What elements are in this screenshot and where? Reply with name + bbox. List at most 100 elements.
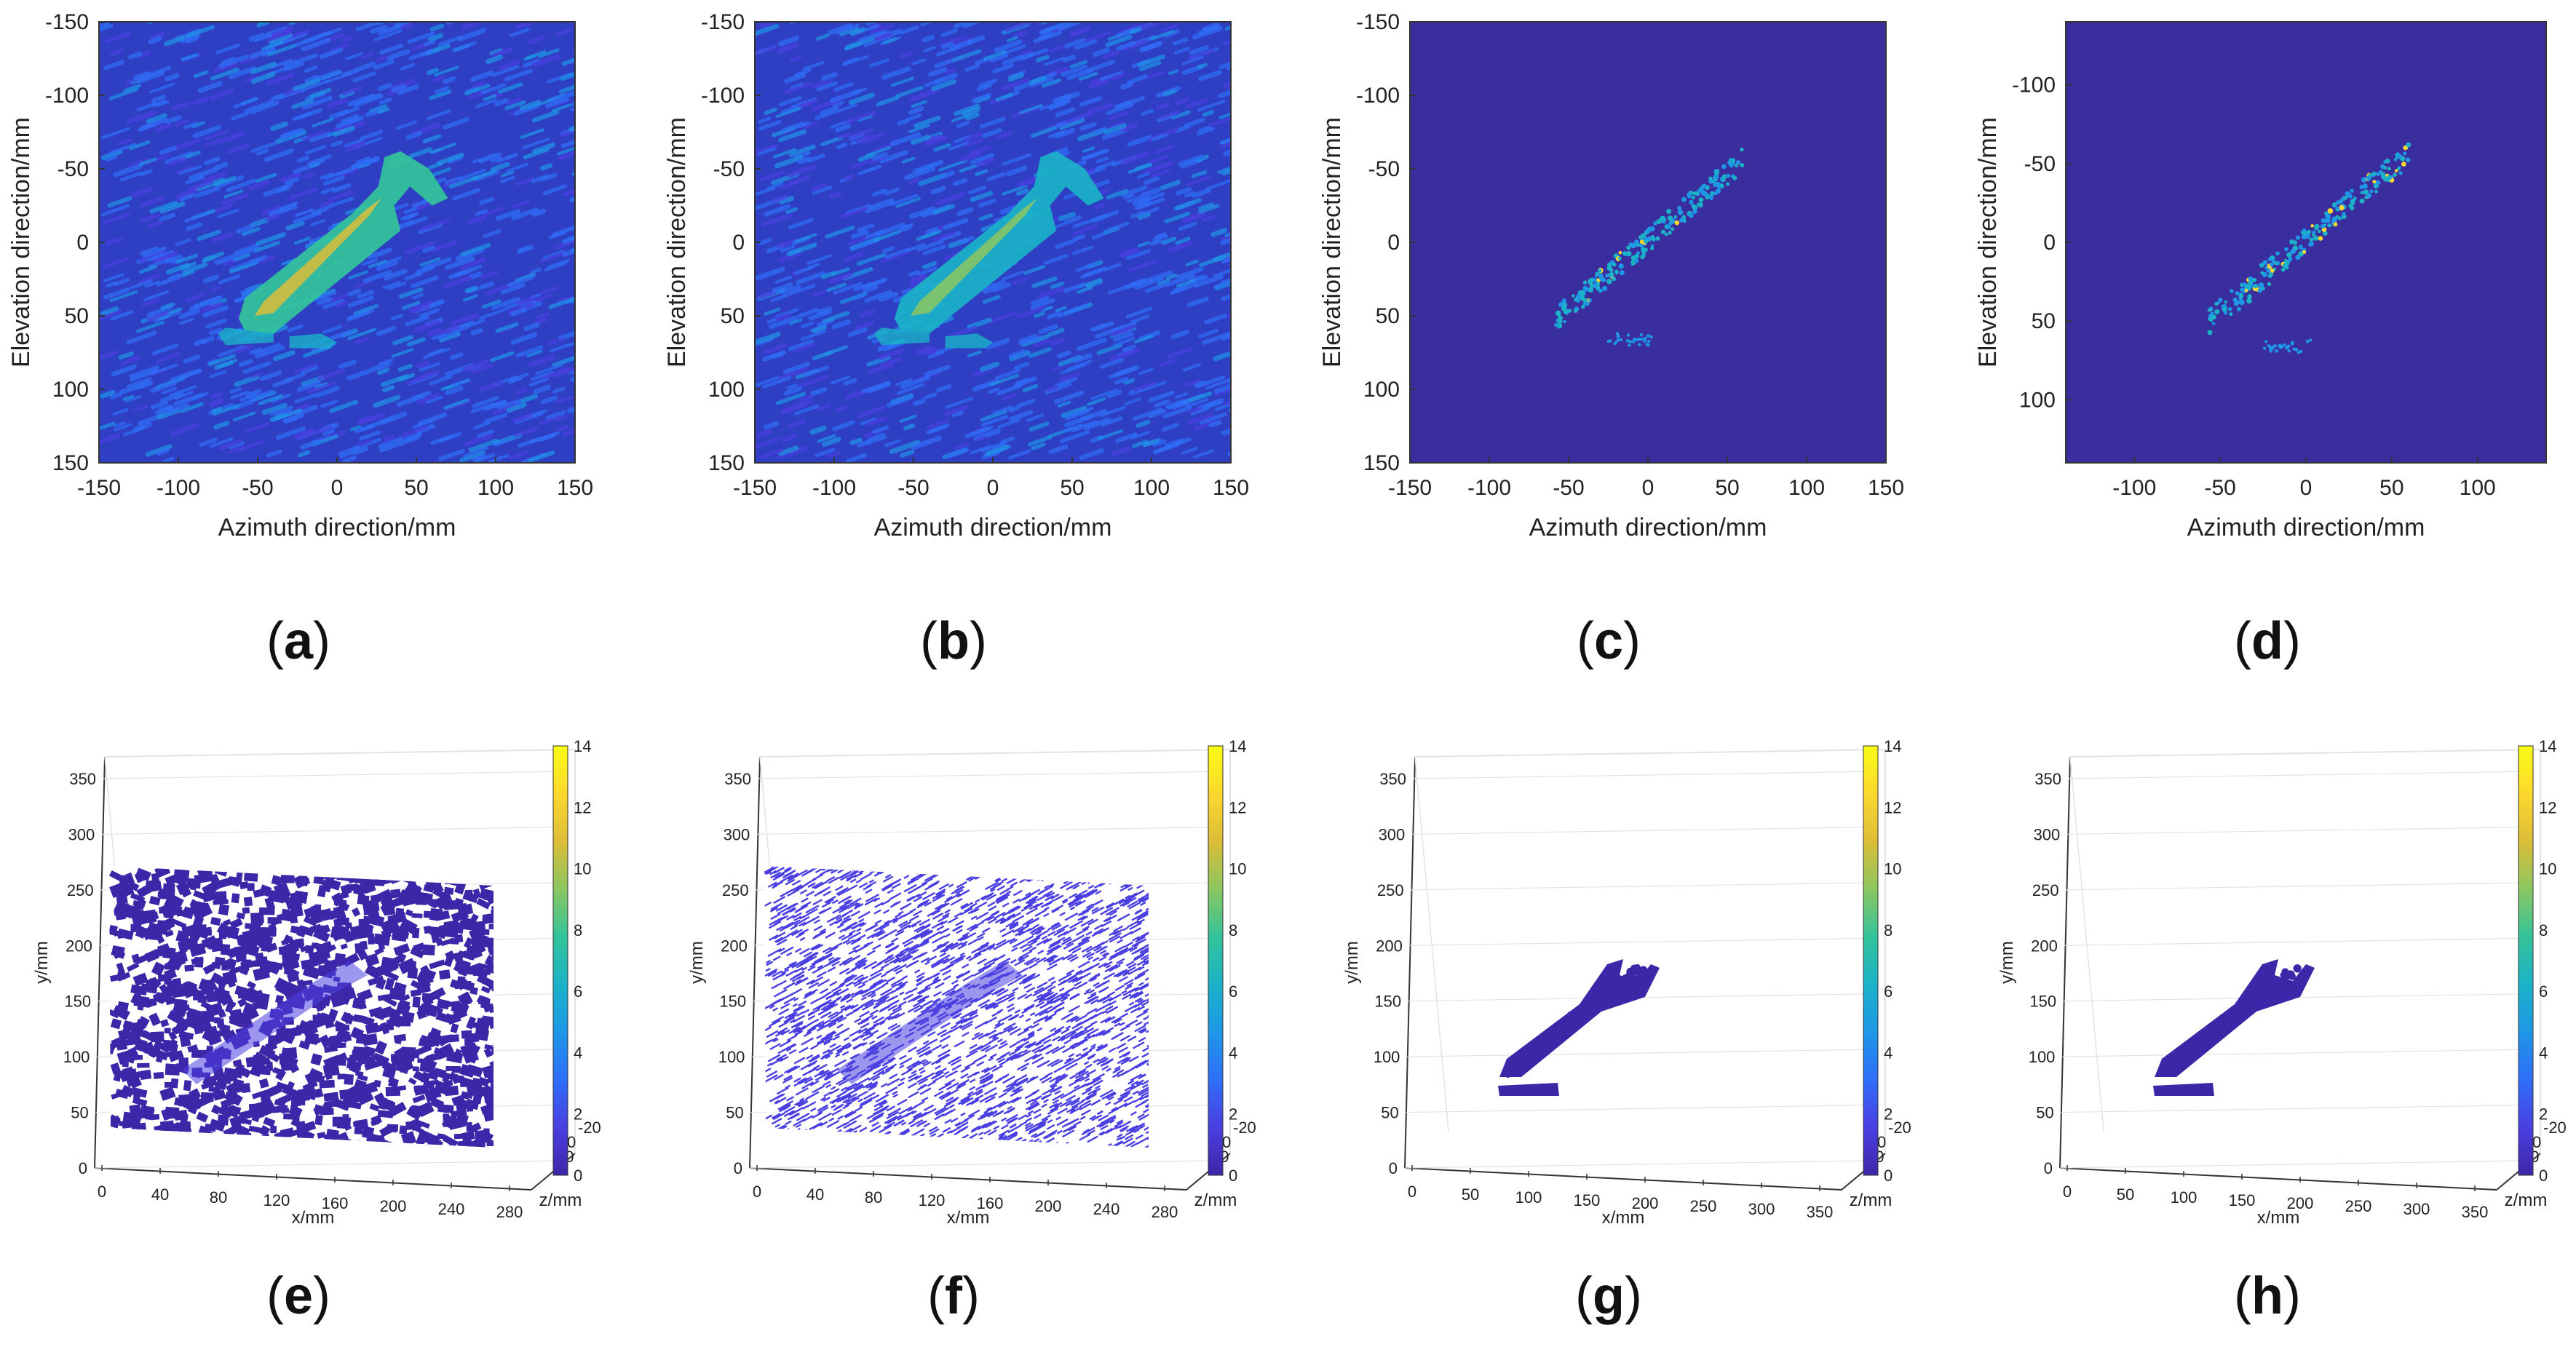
y-grid-line (1404, 1160, 1871, 1169)
y-tick-label: -100 (1356, 84, 1400, 108)
colorbar-tick-label: 6 (1229, 982, 1237, 1001)
y-tick-label: 300 (724, 825, 750, 843)
x-tick-label: -100 (156, 476, 200, 500)
x-tick-label: 0 (1408, 1183, 1416, 1201)
x-tick-label: -50 (2204, 476, 2235, 500)
x-tick-label: 250 (1690, 1197, 1717, 1215)
y-tick-label: 0 (732, 231, 745, 255)
x-tick-label: 280 (1152, 1203, 1178, 1221)
y-tick-label: 150 (2029, 993, 2056, 1011)
y-tick-label: 0 (1387, 231, 1400, 255)
y-grid-line (2062, 1049, 2529, 1057)
y-axis-line (94, 756, 106, 1169)
back-edge (2069, 756, 2104, 1132)
x-tick-label: -50 (242, 476, 273, 500)
y-axis-label: y/mm (1342, 941, 1362, 984)
y-tick-label: 50 (726, 1104, 743, 1122)
y-tick-label: 0 (2044, 1159, 2053, 1177)
panel-caption: (b) (920, 612, 987, 670)
x-tick-label: -50 (1553, 476, 1584, 500)
x-axis-label: x/mm (2257, 1208, 2300, 1228)
y-axis-label: Elevation direction/mm (663, 117, 691, 367)
x-tick-label: 40 (807, 1185, 824, 1204)
y-axis-line (749, 756, 761, 1169)
x-tick-label: 120 (263, 1191, 290, 1209)
x-tick-label: 0 (98, 1183, 106, 1201)
wrench-echo-cloud (2153, 1083, 2214, 1096)
z-tick-label: 0 (1877, 1133, 1886, 1151)
y-tick-label: 0 (76, 231, 89, 255)
heatmap-panel-b: -150 -100 -50 0 50 100 150-150-100-50050100150… (663, 10, 1249, 670)
colorbar-tick-label: 0 (2539, 1167, 2548, 1185)
y-tick-label: 200 (721, 937, 748, 955)
colorbar-tick-label: 0 (1884, 1167, 1893, 1185)
wrench-echo (289, 333, 337, 349)
z-axis-label: z/mm (539, 1191, 582, 1210)
y-tick-label: 0 (1389, 1159, 1398, 1177)
y-grid-line (1407, 1049, 1874, 1057)
x-tick-label: -150 (733, 476, 777, 500)
z-axis-label: z/mm (1194, 1191, 1237, 1210)
y-tick-label: 0 (734, 1159, 742, 1177)
colorbar-tick-label: 12 (1884, 798, 1901, 816)
x-tick-label: -150 (1388, 476, 1432, 500)
y-grid-line (758, 771, 1225, 779)
colorbar-tick-label: 6 (2539, 982, 2548, 1001)
back-edge (104, 749, 576, 758)
x-tick-label: 200 (1035, 1197, 1062, 1215)
colorbar-tick-label: 0 (574, 1167, 582, 1185)
x-tick-label: 100 (1788, 476, 1825, 500)
y-tick-label: 350 (2034, 770, 2061, 788)
y-axis-label: Elevation direction/mm (1318, 117, 1346, 367)
y-tick-label: -100 (2012, 73, 2056, 98)
y-grid-line (2066, 882, 2532, 891)
panel-caption: (c) (1577, 612, 1641, 670)
panel-caption: (g) (1575, 1267, 1642, 1325)
x-tick-label: 0 (987, 476, 999, 500)
y-grid-line (1406, 1104, 1872, 1113)
z-tick-label: -20 (2543, 1118, 2567, 1137)
y-tick-label: 250 (1377, 881, 1404, 899)
colorbar-tick-label: 2 (1884, 1105, 1893, 1124)
y-tick-label: -50 (1368, 157, 1400, 181)
z-tick-label: 0 (2532, 1133, 2541, 1151)
x-tick-label: 280 (496, 1203, 523, 1221)
z-tick-label: -20 (578, 1118, 601, 1137)
x-tick-label: 150 (2229, 1191, 2256, 1209)
y-tick-label: 100 (63, 1048, 90, 1066)
wrench-core (910, 198, 1038, 316)
x-tick-label: 0 (1642, 476, 1654, 500)
y-tick-label: -50 (713, 157, 745, 181)
x-axis-label: Azimuth direction/mm (874, 514, 1112, 541)
x-tick-label: 100 (1515, 1188, 1542, 1207)
y-tick-label: 200 (66, 937, 92, 955)
y-tick-label: -150 (45, 10, 89, 34)
wrench-echo (873, 327, 930, 346)
x-tick-label: 50 (2379, 476, 2403, 500)
y-tick-label: 100 (2029, 1048, 2056, 1066)
y-tick-label: 300 (2034, 825, 2061, 843)
y-axis-label: y/mm (1997, 941, 2017, 984)
x-tick-label: 100 (1133, 476, 1170, 500)
x-axis-line (2059, 1167, 2497, 1191)
y-grid-line (94, 1160, 561, 1169)
x-tick-label: 0 (331, 476, 344, 500)
x-tick-label: 120 (919, 1191, 946, 1209)
y-tick-label: -50 (58, 157, 89, 181)
y-tick-label: -100 (45, 84, 89, 108)
y-grid-line (103, 771, 570, 779)
y-tick-label: 100 (52, 378, 89, 402)
y-tick-label: 150 (719, 993, 746, 1011)
x-tick-label: -100 (812, 476, 856, 500)
colorbar (2518, 745, 2534, 1176)
panel-caption: (h) (2234, 1267, 2301, 1325)
x-axis-label: x/mm (947, 1208, 990, 1228)
x-tick-label: 350 (2462, 1203, 2489, 1221)
colorbar-tick-label: 4 (574, 1044, 582, 1062)
colorbar-tick-label: 10 (1229, 860, 1246, 878)
x-tick-label: 200 (380, 1197, 407, 1215)
y-tick-label: 250 (722, 881, 749, 899)
